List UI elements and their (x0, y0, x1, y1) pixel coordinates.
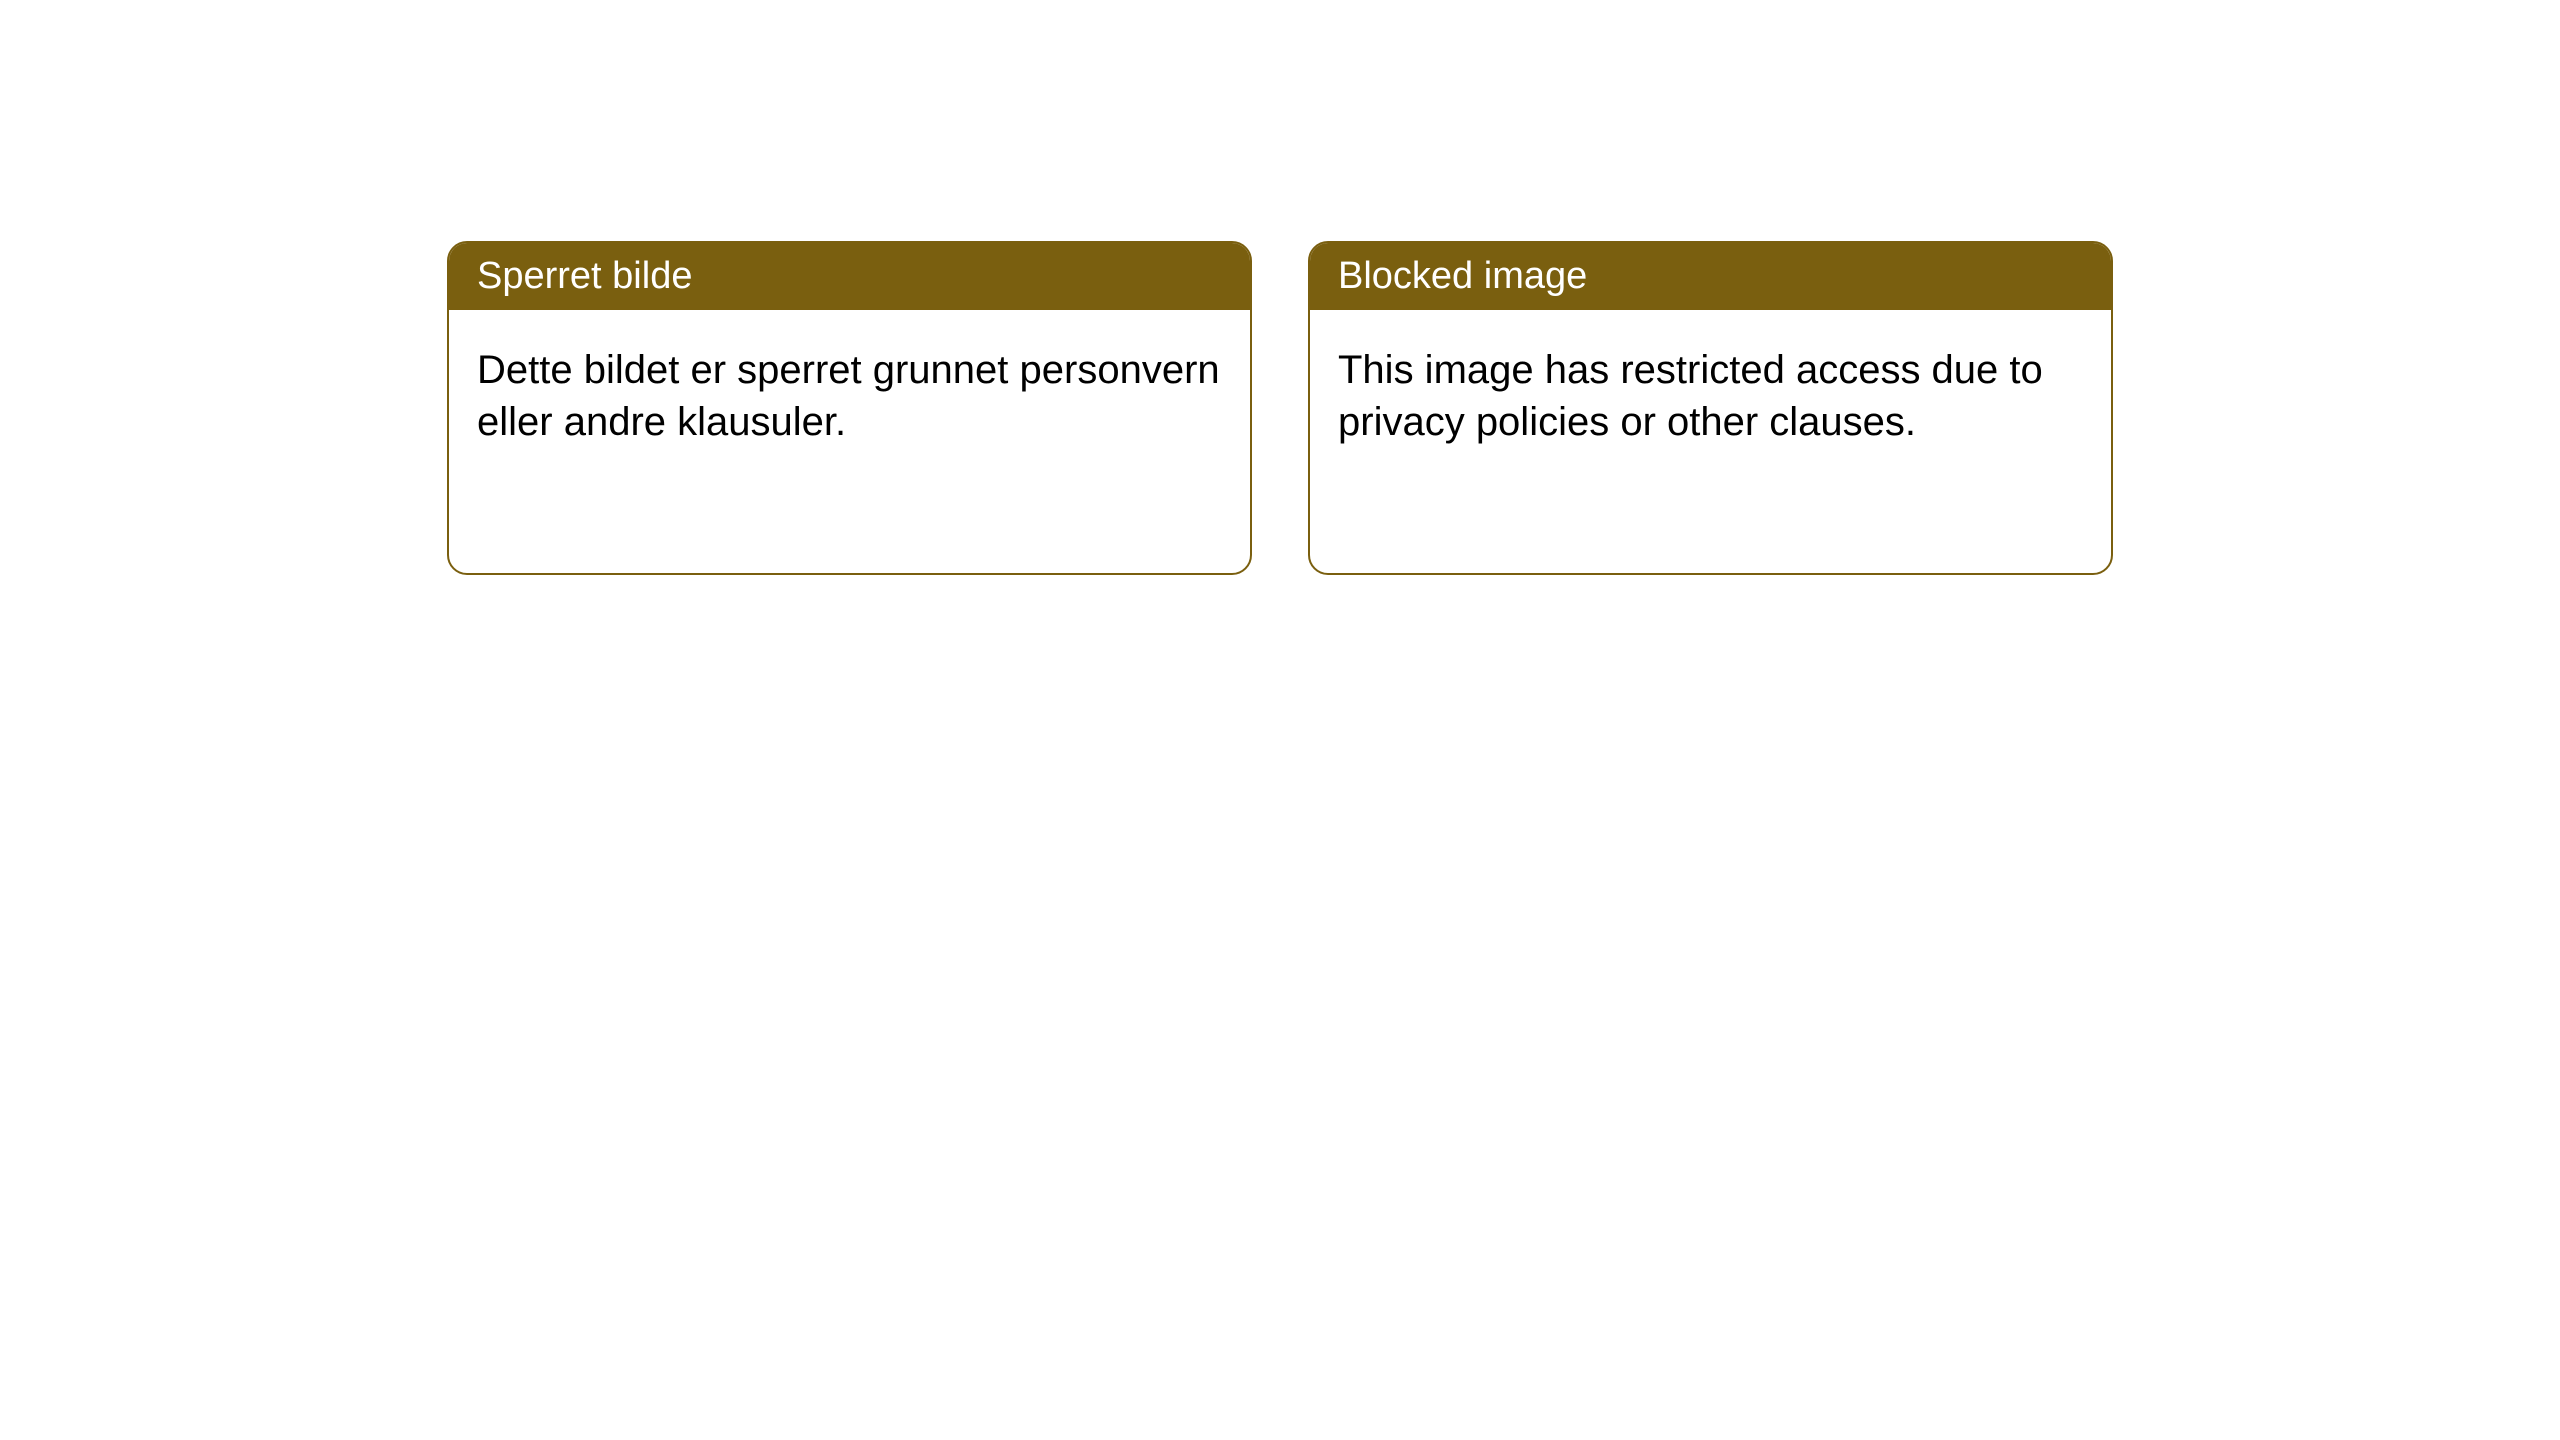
card-title: Blocked image (1338, 255, 1587, 297)
card-body-text: Dette bildet er sperret grunnet personve… (477, 348, 1220, 444)
card-header: Blocked image (1310, 243, 2111, 310)
notice-cards-row: Sperret bilde Dette bildet er sperret gr… (447, 241, 2113, 575)
card-title: Sperret bilde (477, 255, 692, 297)
card-header: Sperret bilde (449, 243, 1250, 310)
card-body: This image has restricted access due to … (1310, 310, 2111, 482)
notice-card-norwegian: Sperret bilde Dette bildet er sperret gr… (447, 241, 1252, 575)
notice-card-english: Blocked image This image has restricted … (1308, 241, 2113, 575)
card-body: Dette bildet er sperret grunnet personve… (449, 310, 1250, 482)
card-body-text: This image has restricted access due to … (1338, 348, 2043, 444)
